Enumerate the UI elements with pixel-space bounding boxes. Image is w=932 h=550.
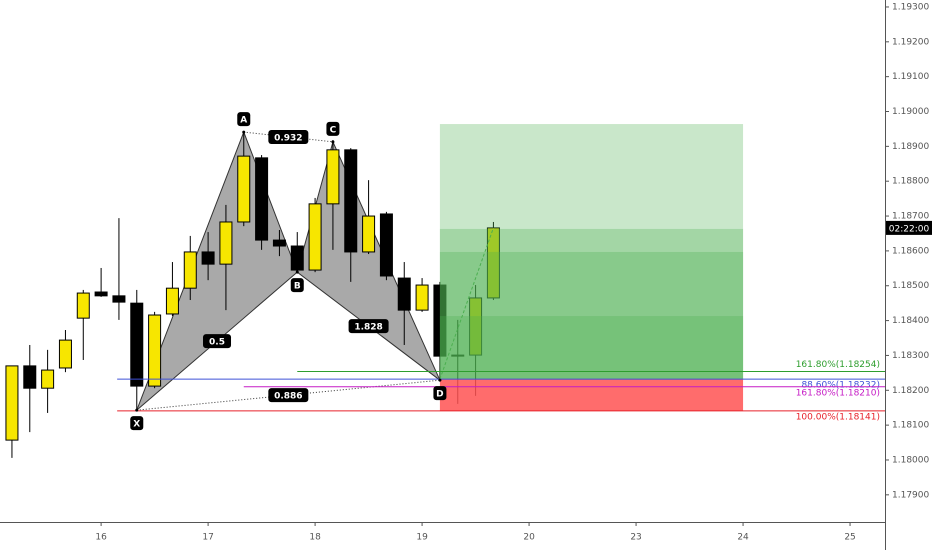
candle-body	[255, 157, 269, 241]
point-label-bg	[237, 112, 251, 127]
y-tick-label: 1.19300	[892, 2, 929, 12]
pattern-point	[242, 130, 246, 134]
point-label-text: X	[133, 420, 140, 430]
candle-body	[308, 203, 322, 271]
fib-level-label: 100.00%(1.18141)	[796, 412, 880, 422]
fib-level-label: 161.80%(1.18210)	[796, 388, 880, 398]
candle-body	[344, 149, 358, 253]
candle-body	[148, 314, 162, 387]
candle-body	[41, 369, 55, 389]
candle-body	[112, 295, 126, 303]
y-tick-label: 1.18800	[892, 177, 929, 187]
ratio-label-text: 0.932	[274, 133, 302, 143]
ratio-label-text: 0.5	[209, 338, 225, 348]
y-tick-label: 1.17900	[892, 490, 929, 500]
candle-body	[397, 277, 411, 311]
y-tick-label: 1.18900	[892, 142, 929, 152]
point-label-bg	[433, 386, 447, 401]
point-label-text: C	[330, 125, 337, 135]
ratio-label-bg	[348, 319, 389, 334]
candle-body	[23, 365, 37, 389]
candle-body	[94, 291, 108, 297]
ratio-label-text: 0.886	[274, 392, 302, 402]
fib-level-label: 88.60%(1.18232)	[801, 381, 880, 391]
y-tick-label: 1.18300	[892, 351, 929, 361]
ratio-label: 1.828	[348, 319, 389, 334]
y-tick-label: 1.18500	[892, 281, 929, 291]
point-label-text: D	[436, 390, 443, 400]
candle-body	[201, 251, 215, 265]
pattern-point	[438, 378, 442, 382]
countdown: 02:22:00	[889, 224, 930, 234]
point-label: C	[326, 121, 340, 136]
ratio-label: 0.932	[268, 129, 309, 144]
y-tick-label: 1.19000	[892, 107, 929, 117]
ratio-label-bg	[268, 129, 309, 144]
trade-line	[439, 227, 494, 380]
candle-body	[415, 284, 429, 311]
ratio-label: 0.5	[203, 334, 232, 349]
y-tick-label: 1.19100	[892, 72, 929, 82]
candle-body	[290, 245, 304, 271]
y-tick-label: 1.18200	[892, 386, 929, 396]
point-label: A	[237, 112, 251, 127]
y-tick-label: 1.18000	[892, 455, 929, 465]
candle-body	[451, 354, 465, 357]
y-tick-label: 1.18400	[892, 316, 929, 326]
stop-zone	[439, 379, 744, 411]
x-tick-label: 17	[202, 533, 213, 543]
fib-level-label: 161.80%(1.18254)	[796, 360, 880, 370]
ratio-label-bg	[268, 388, 309, 403]
target-zone	[439, 251, 744, 380]
pattern-point	[135, 408, 139, 412]
candle-body	[237, 155, 251, 223]
target-zone	[439, 228, 744, 380]
candle-body	[130, 302, 144, 387]
point-label: X	[130, 416, 144, 431]
candle-body	[165, 287, 179, 315]
x-tick-label: 19	[416, 533, 428, 543]
x-tick-label: 20	[523, 533, 535, 543]
target-zone	[439, 316, 744, 380]
pattern-point	[295, 270, 299, 274]
candle-body	[469, 297, 483, 356]
x-tick-label: 18	[309, 533, 321, 543]
candle-body	[362, 215, 376, 253]
price-tag	[886, 220, 932, 235]
candle-body	[183, 251, 197, 289]
ratio-label-bg	[203, 334, 232, 349]
candle-body	[58, 339, 72, 369]
candle-body	[219, 221, 233, 265]
candle-body	[379, 213, 393, 277]
x-tick-label: 23	[630, 533, 641, 543]
point-label-text: B	[294, 282, 301, 292]
pattern-point	[331, 140, 335, 144]
candle-body	[433, 284, 447, 357]
point-label-bg	[130, 416, 144, 431]
candle-body	[76, 292, 90, 319]
candle-body	[5, 365, 19, 441]
candle-body	[272, 239, 286, 247]
ratio-label-text: 1.828	[354, 323, 382, 333]
x-tick-label: 16	[95, 533, 107, 543]
target-zone	[439, 124, 744, 380]
x-tick-label: 25	[844, 533, 855, 543]
point-label-bg	[290, 278, 304, 293]
point-label: B	[290, 278, 304, 293]
x-tick-label: 24	[737, 533, 749, 543]
y-tick-label: 1.18600	[892, 246, 929, 256]
point-label-text: A	[240, 116, 247, 126]
ratio-label: 0.886	[268, 388, 309, 403]
y-tick-label: 1.18100	[892, 421, 929, 431]
y-tick-label: 1.18700	[892, 212, 929, 222]
point-label-bg	[326, 121, 340, 136]
point-label: D	[433, 386, 447, 401]
y-tick-label: 1.19200	[892, 37, 929, 47]
candle-body	[326, 149, 340, 205]
